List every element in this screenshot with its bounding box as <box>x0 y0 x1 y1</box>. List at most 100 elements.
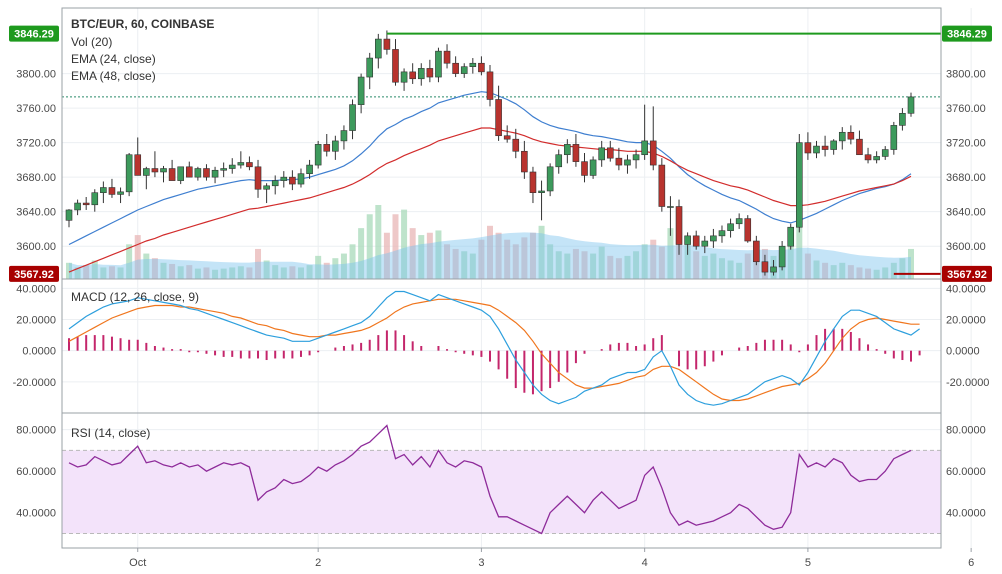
volume-bar-50 <box>495 232 502 279</box>
price-axis-left-label-3: 3720.00 <box>16 138 56 150</box>
legend-volume: Vol (20) <box>71 35 112 49</box>
candle-43 <box>435 47 442 83</box>
candle-97 <box>899 108 906 131</box>
volume-bar-40 <box>409 228 416 279</box>
macd-line <box>68 290 920 406</box>
macd-panel[interactable] <box>68 290 921 406</box>
candle-56 <box>546 163 554 197</box>
volume-bar-69 <box>658 246 665 279</box>
candle-58 <box>564 139 571 164</box>
candle-23 <box>263 183 270 204</box>
macd-axis-right-label-1: 20.0000 <box>946 315 986 327</box>
volume-bar-65 <box>624 255 631 279</box>
volume-bar-10 <box>151 258 158 279</box>
candle-34 <box>357 73 365 114</box>
volume-bar-57 <box>555 251 562 279</box>
candle-42 <box>426 59 434 83</box>
volume-bar-74 <box>701 255 708 279</box>
volume-bar-49 <box>487 225 493 279</box>
time-axis-label-5: 6 <box>968 557 974 569</box>
volume-bar-4 <box>100 267 107 279</box>
candle-36 <box>375 33 382 69</box>
volume-bar-26 <box>289 266 296 279</box>
candle-67 <box>641 104 648 160</box>
candle-79 <box>744 215 752 243</box>
volume-bar-19 <box>229 267 236 279</box>
volume-bar-96 <box>890 262 897 279</box>
volume-bar-98 <box>908 248 914 279</box>
volume-bar-91 <box>847 265 854 279</box>
volume-bar-52 <box>512 244 519 279</box>
rsi-panel[interactable] <box>62 424 941 535</box>
volume-bar-95 <box>882 267 889 279</box>
rsi-line <box>68 424 912 535</box>
volume-bar-75 <box>710 253 717 279</box>
support-badge-right: 3567.92 <box>942 265 992 282</box>
volume-bar-25 <box>280 267 287 279</box>
candle-60 <box>581 152 588 183</box>
candle-86 <box>804 132 812 160</box>
candle-20 <box>237 151 245 169</box>
candle-33 <box>349 99 356 140</box>
volume-bar-27 <box>297 267 304 279</box>
volume-bar-28 <box>306 265 313 279</box>
candle-8 <box>134 137 142 176</box>
price-panel[interactable] <box>62 30 941 279</box>
volume-bar-55 <box>538 225 545 279</box>
volume-bar-38 <box>392 214 399 279</box>
svg-text:3846.29: 3846.29 <box>14 29 54 41</box>
volume-bar-56 <box>547 244 554 279</box>
candle-41 <box>417 63 425 86</box>
candle-81 <box>761 254 769 276</box>
candle-12 <box>168 159 176 181</box>
candle-69 <box>658 158 666 212</box>
candle-1 <box>74 199 81 216</box>
volume-ma-area <box>69 232 911 279</box>
volume-bar-24 <box>272 265 279 279</box>
volume-bar-87 <box>813 260 820 279</box>
volume-bar-33 <box>349 244 356 279</box>
candle-83 <box>778 241 786 271</box>
candle-55 <box>538 180 545 221</box>
symbol-title: BTC/EUR, 60, COINBASE <box>71 17 214 31</box>
volume-bar-11 <box>160 262 167 279</box>
price-legend: BTC/EUR, 60, COINBASE Vol (20) EMA (24, … <box>71 17 214 83</box>
volume-bar-20 <box>237 266 244 279</box>
volume-bars <box>66 205 914 279</box>
volume-bar-88 <box>822 262 829 279</box>
volume-bar-39 <box>401 209 408 279</box>
volume-bar-36 <box>375 205 382 279</box>
macd-legend: MACD (12, 26, close, 9) <box>71 290 199 304</box>
candle-54 <box>529 166 537 204</box>
candle-88 <box>821 135 829 157</box>
candle-62 <box>598 140 605 167</box>
price-axis-right-label-2: 3680.00 <box>946 172 986 184</box>
candle-89 <box>830 139 837 155</box>
volume-bar-22 <box>255 248 262 279</box>
candle-84 <box>787 223 795 250</box>
candle-30 <box>323 134 331 157</box>
volume-bar-8 <box>134 235 141 279</box>
rsi-axis-right-label-1: 60.0000 <box>946 466 986 478</box>
rsi-axis-left-label-1: 60.0000 <box>16 466 56 478</box>
price-axis-left-label-2: 3680.00 <box>16 172 56 184</box>
candle-5 <box>108 178 116 198</box>
volume-bar-41 <box>418 235 425 279</box>
candle-72 <box>684 232 691 255</box>
volume-bar-12 <box>169 263 176 279</box>
candle-18 <box>220 162 227 178</box>
candle-28 <box>306 159 313 179</box>
candle-29 <box>314 140 322 169</box>
price-axis-right-label-3: 3720.00 <box>946 138 986 150</box>
volume-bar-34 <box>358 228 365 279</box>
volume-ma-fill <box>69 232 911 279</box>
candle-9 <box>143 166 150 190</box>
volume-bar-16 <box>203 267 210 279</box>
candle-59 <box>572 134 580 167</box>
macd-axis-left-label-1: 20.0000 <box>16 315 56 327</box>
volume-bar-68 <box>650 239 657 279</box>
candle-80 <box>753 235 760 266</box>
volume-bar-78 <box>736 262 743 279</box>
candle-44 <box>443 44 451 69</box>
